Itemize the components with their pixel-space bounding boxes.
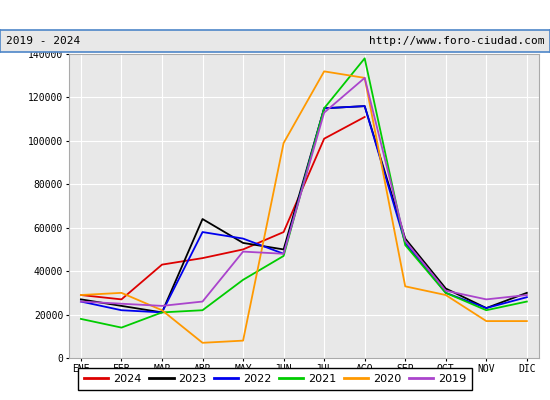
Text: Evolucion Nº Turistas Nacionales en el municipio de Dénia: Evolucion Nº Turistas Nacionales en el m… [47,8,503,22]
Legend: 2024, 2023, 2022, 2021, 2020, 2019: 2024, 2023, 2022, 2021, 2020, 2019 [79,368,471,390]
Text: http://www.foro-ciudad.com: http://www.foro-ciudad.com [369,36,544,46]
Text: 2019 - 2024: 2019 - 2024 [6,36,80,46]
